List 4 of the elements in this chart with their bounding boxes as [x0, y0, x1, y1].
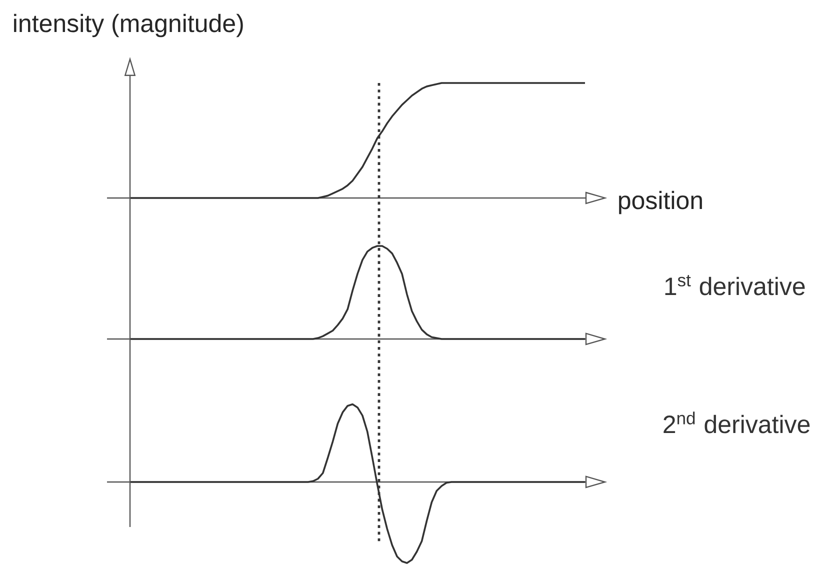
- y-axis-title: intensity (magnitude): [14, 14, 243, 38]
- x-axis-title: position: [619, 190, 702, 214]
- text: 1$^{st}$ derivative: [665, 274, 805, 296]
- text: 2$^{nd}$ derivative: [664, 412, 810, 434]
